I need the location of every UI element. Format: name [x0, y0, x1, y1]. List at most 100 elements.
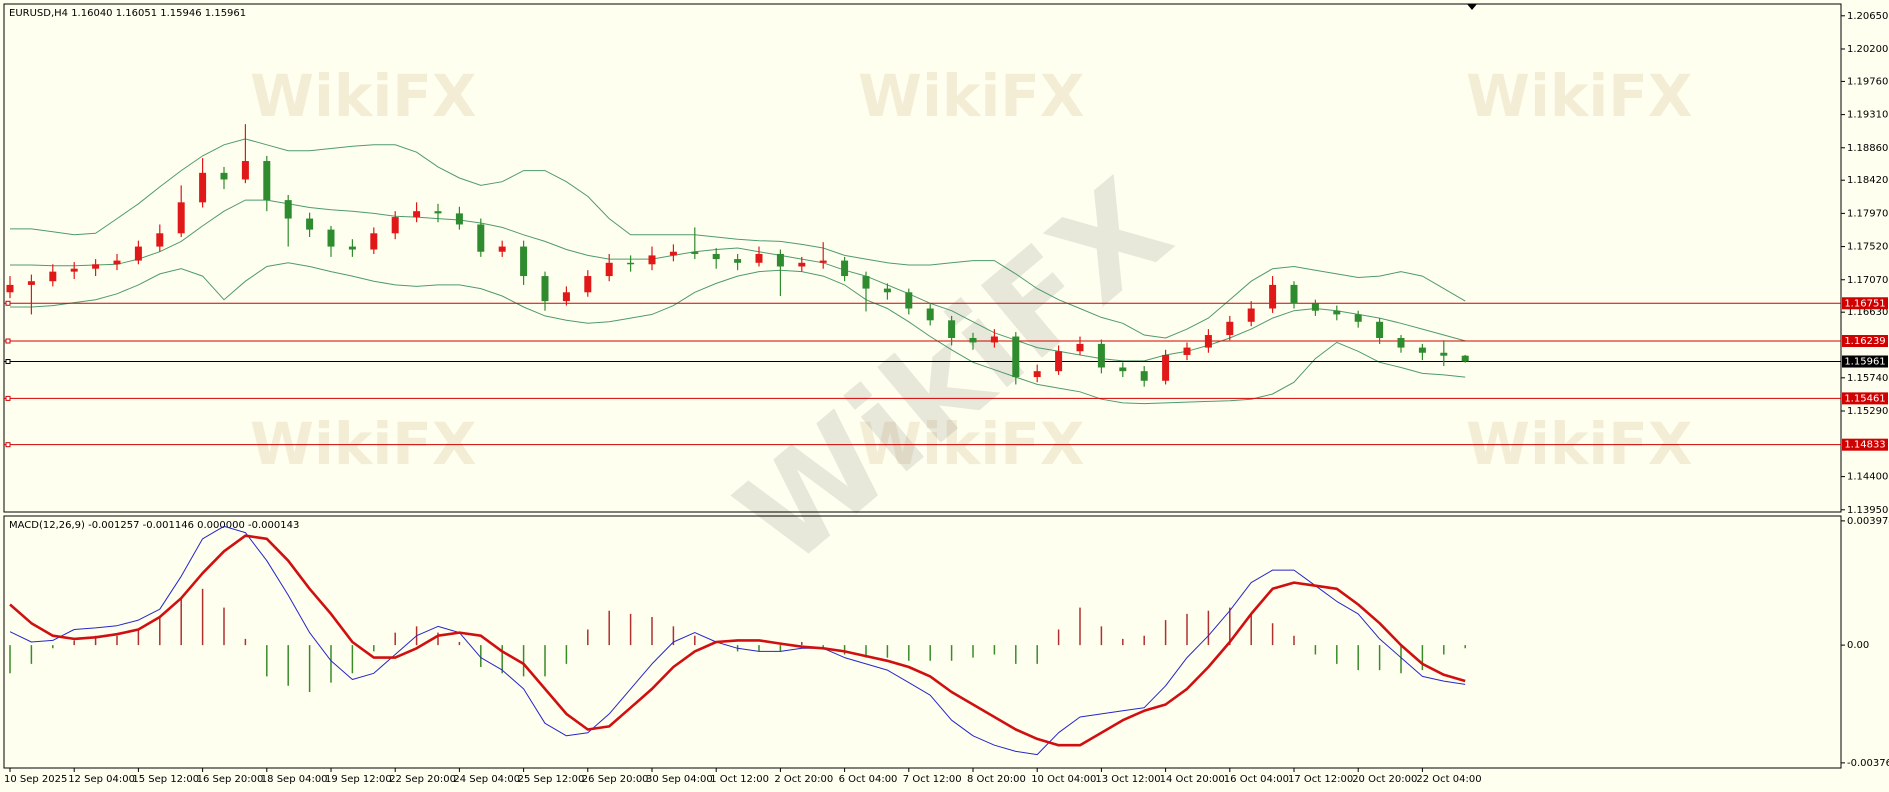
- macd-panel-border: [3, 515, 1842, 769]
- candle-body: [541, 276, 549, 302]
- y-tick-label: 1.20200: [1847, 44, 1888, 55]
- candle-body: [220, 172, 228, 180]
- candle-body: [6, 284, 14, 293]
- level-anchor: [5, 300, 11, 306]
- candle-body: [70, 268, 78, 272]
- candle-body: [1461, 355, 1469, 362]
- x-tick-label: 30 Sep 04:00: [646, 774, 713, 785]
- candle-body: [1033, 371, 1041, 378]
- level-label: 1.14833: [1844, 440, 1885, 451]
- candle-body: [819, 260, 827, 263]
- candle-body: [370, 233, 378, 250]
- x-tick-label: 22 Oct 04:00: [1416, 774, 1481, 785]
- candle-body: [1140, 371, 1148, 381]
- y-tick-label: 1.19760: [1847, 76, 1888, 87]
- x-tick-label: 2 Oct 20:00: [774, 774, 833, 785]
- candle-body: [92, 264, 100, 269]
- y-tick-label: 1.20650: [1847, 11, 1888, 22]
- candle-body: [562, 292, 570, 302]
- candle-body: [455, 213, 463, 225]
- candle-body: [905, 292, 913, 309]
- candle-body: [1440, 352, 1448, 356]
- bollinger-upper: [10, 138, 1466, 339]
- candle-body: [413, 211, 421, 218]
- shift-marker: [1467, 4, 1477, 10]
- x-tick-label: 1 Oct 12:00: [710, 774, 769, 785]
- x-tick-label: 13 Oct 12:00: [1095, 774, 1160, 785]
- x-tick-label: 16 Oct 04:00: [1224, 774, 1289, 785]
- candle-body: [199, 172, 207, 203]
- candle-body: [712, 253, 720, 260]
- price-panel-border: [3, 3, 1842, 513]
- candle-body: [156, 233, 164, 247]
- candle-body: [669, 251, 677, 256]
- macd-line: [9, 534, 1466, 747]
- watermark: WikiFX: [250, 62, 477, 130]
- candle-body: [734, 259, 742, 263]
- candle-body: [434, 211, 442, 214]
- candle-body: [263, 161, 271, 201]
- y-tick-label: 1.18420: [1847, 175, 1888, 186]
- candle-body: [1376, 321, 1384, 338]
- level-label: 1.16751: [1844, 298, 1885, 309]
- level-label-box: [1842, 335, 1888, 348]
- level-anchor: [5, 338, 11, 344]
- watermark: WikiFX: [1466, 410, 1693, 478]
- candle-body: [841, 260, 849, 277]
- y-tick-label: 0.00: [1847, 640, 1869, 651]
- bollinger-lower: [10, 262, 1466, 405]
- x-tick-label: 6 Oct 04:00: [839, 774, 898, 785]
- x-tick-label: 15 Sep 12:00: [132, 774, 199, 785]
- candle-body: [327, 229, 335, 247]
- candle-body: [1183, 347, 1191, 355]
- y-tick-label: -0.003766: [1847, 758, 1889, 769]
- x-tick-label: 16 Sep 20:00: [197, 774, 264, 785]
- candle-body: [1162, 354, 1170, 381]
- candle-body: [990, 336, 998, 343]
- candle-body: [648, 255, 656, 265]
- candle-body: [348, 246, 356, 250]
- candle-body: [1418, 347, 1426, 353]
- candle-body: [1226, 321, 1234, 336]
- y-tick-label: 1.17970: [1847, 208, 1888, 219]
- candle-body: [177, 202, 185, 234]
- candle-body: [477, 224, 485, 252]
- x-tick-label: 14 Oct 20:00: [1160, 774, 1225, 785]
- y-tick-label: 1.19310: [1847, 110, 1888, 121]
- candle-body: [776, 253, 784, 267]
- level-label: 1.15461: [1844, 393, 1885, 404]
- candle-body: [969, 337, 977, 343]
- level-label-box: [1842, 438, 1888, 451]
- candle-body: [1311, 303, 1319, 311]
- candle-body: [134, 246, 142, 261]
- candle-body: [584, 276, 592, 293]
- x-tick-label: 20 Oct 20:00: [1352, 774, 1417, 785]
- candle-body: [306, 218, 314, 230]
- candle-body: [862, 276, 870, 289]
- candle-body: [1204, 335, 1212, 348]
- candle-body: [926, 308, 934, 321]
- level-anchor: [5, 395, 11, 401]
- candle-body: [1397, 337, 1405, 348]
- candle-body: [755, 253, 763, 263]
- candle-body: [520, 246, 528, 277]
- candle-body: [1119, 367, 1127, 372]
- candle-body: [113, 260, 121, 265]
- y-tick-label: 1.16630: [1847, 307, 1888, 318]
- candle-body: [1333, 310, 1341, 315]
- y-tick-label: 1.15290: [1847, 406, 1888, 417]
- x-tick-label: 17 Oct 12:00: [1288, 774, 1353, 785]
- y-tick-label: 1.17070: [1847, 275, 1888, 286]
- level-label: 1.15961: [1844, 357, 1885, 368]
- candle-body: [49, 271, 57, 282]
- candle-body: [1055, 351, 1063, 372]
- candle-body: [27, 281, 35, 285]
- candle-body: [1247, 308, 1255, 322]
- candle-body: [391, 217, 399, 234]
- y-tick-label: 0.003974: [1847, 516, 1889, 527]
- candle-body: [627, 262, 635, 265]
- y-tick-label: 1.18860: [1847, 143, 1888, 154]
- x-tick-label: 22 Sep 20:00: [389, 774, 456, 785]
- y-tick-label: 1.14400: [1847, 472, 1888, 483]
- x-tick-label: 10 Sep 2025: [4, 774, 67, 785]
